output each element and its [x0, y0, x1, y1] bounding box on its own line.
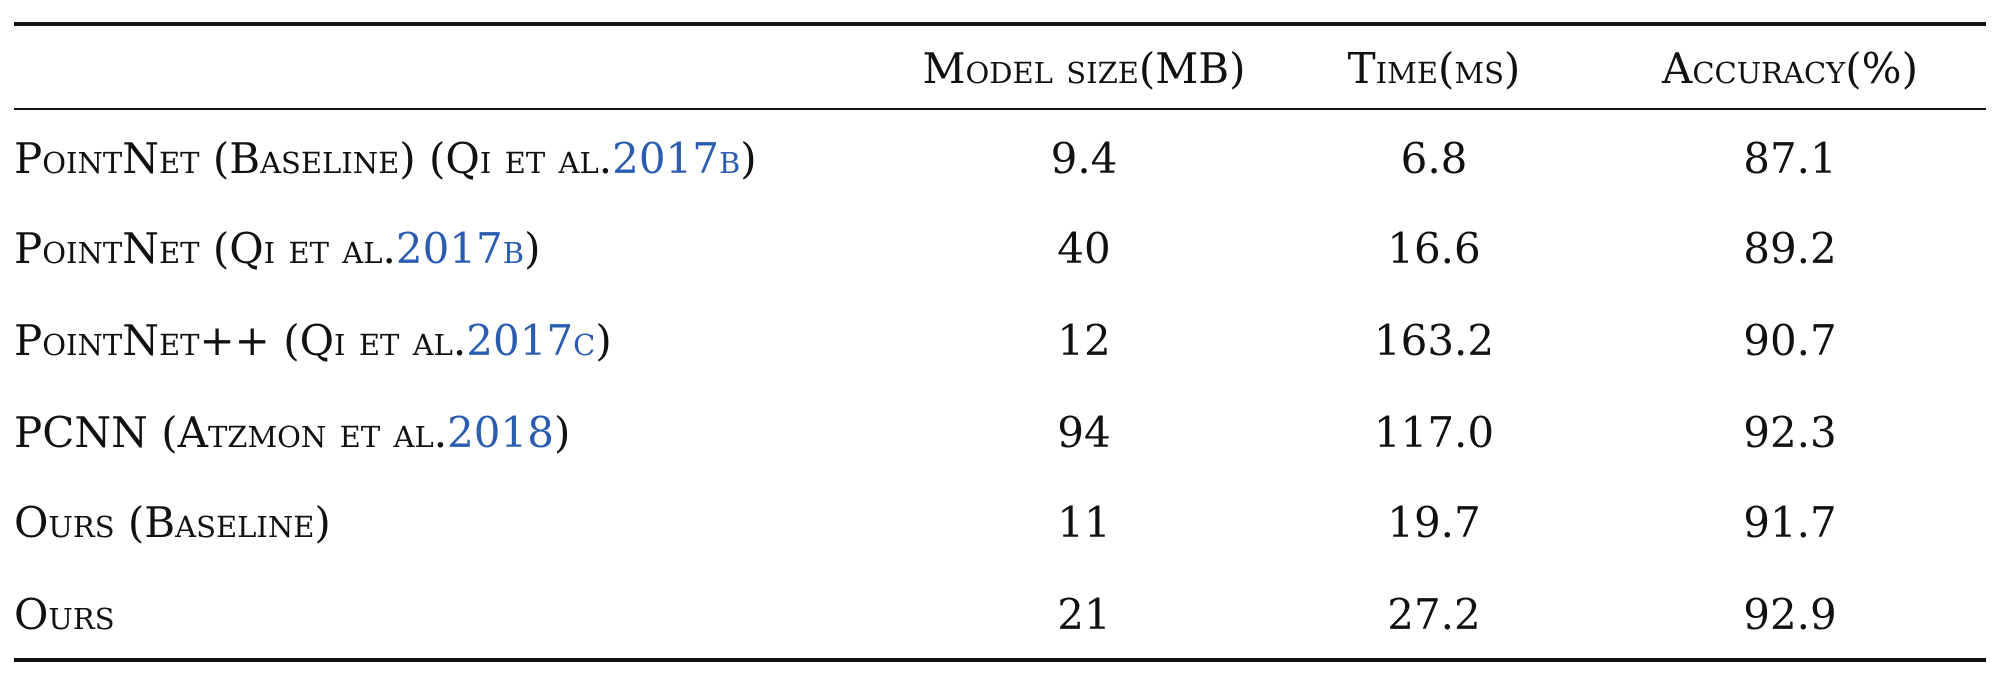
model-size-cell: 11: [1057, 497, 1111, 547]
accuracy-cell: 91.7: [1743, 497, 1837, 547]
time-cell: 27.2: [1387, 589, 1481, 639]
header-time: Time(ms): [1347, 43, 1521, 93]
model-size-cell: 12: [1057, 315, 1111, 365]
model-size-cell: 21: [1057, 589, 1111, 639]
method-suffix: ): [553, 407, 571, 457]
header-accuracy: Accuracy(%): [1662, 43, 1918, 93]
citation-link[interactable]: 2017b: [612, 133, 741, 183]
citation-link[interactable]: 2017c: [466, 315, 596, 365]
method-suffix: ): [740, 133, 757, 183]
citation-link[interactable]: 2017b: [395, 223, 525, 273]
table-row: PointNet (Baseline) (Qi et al. 2017b) 9.…: [14, 118, 1986, 198]
header-model-size: Model size(MB): [922, 43, 1246, 93]
table-row: PointNet++ (Qi et al. 2017c) 12 163.2 90…: [14, 300, 1986, 380]
table-row: PointNet (Qi et al. 2017b) 40 16.6 89.2: [14, 208, 1986, 288]
method-name: PCNN (Atzmon et al.: [14, 407, 448, 457]
citation-link[interactable]: 2018: [447, 407, 554, 457]
method-name: PointNet++ (Qi et al.: [14, 315, 467, 365]
time-cell: 19.7: [1387, 497, 1481, 547]
model-size-cell: 40: [1057, 223, 1111, 273]
header-method: [14, 28, 894, 108]
table-row: Ours (Baseline) 11 19.7 91.7: [14, 482, 1986, 562]
method-name: PointNet (Baseline) (Qi et al.: [14, 133, 613, 183]
method-cell: Ours: [14, 574, 894, 654]
table-top-rule: [14, 22, 1986, 26]
method-name: PointNet (Qi et al.: [14, 223, 396, 273]
time-cell: 16.6: [1387, 223, 1481, 273]
model-size-cell: 9.4: [1050, 133, 1118, 183]
table-header-rule: [14, 108, 1986, 110]
accuracy-cell: 92.3: [1743, 407, 1837, 457]
method-name: Ours: [14, 589, 115, 639]
accuracy-cell: 92.9: [1743, 589, 1837, 639]
method-suffix: ): [524, 223, 541, 273]
method-cell: PointNet++ (Qi et al. 2017c): [14, 300, 894, 380]
accuracy-cell: 90.7: [1743, 315, 1837, 365]
method-cell: PointNet (Baseline) (Qi et al. 2017b): [14, 118, 894, 198]
time-cell: 6.8: [1400, 133, 1468, 183]
table-row: Ours 21 27.2 92.9: [14, 574, 1986, 654]
method-suffix: ): [595, 315, 612, 365]
model-size-cell: 94: [1057, 407, 1111, 457]
method-cell: Ours (Baseline): [14, 482, 894, 562]
time-cell: 163.2: [1373, 315, 1495, 365]
method-cell: PCNN (Atzmon et al. 2018): [14, 392, 894, 472]
accuracy-cell: 89.2: [1743, 223, 1837, 273]
table-bottom-rule: [14, 658, 1986, 662]
table-row: PCNN (Atzmon et al. 2018) 94 117.0 92.3: [14, 392, 1986, 472]
accuracy-cell: 87.1: [1743, 133, 1837, 183]
table-header-row: Model size(MB) Time(ms) Accuracy(%): [14, 28, 1986, 108]
time-cell: 117.0: [1373, 407, 1495, 457]
method-name: Ours (Baseline): [14, 497, 331, 547]
method-cell: PointNet (Qi et al. 2017b): [14, 208, 894, 288]
